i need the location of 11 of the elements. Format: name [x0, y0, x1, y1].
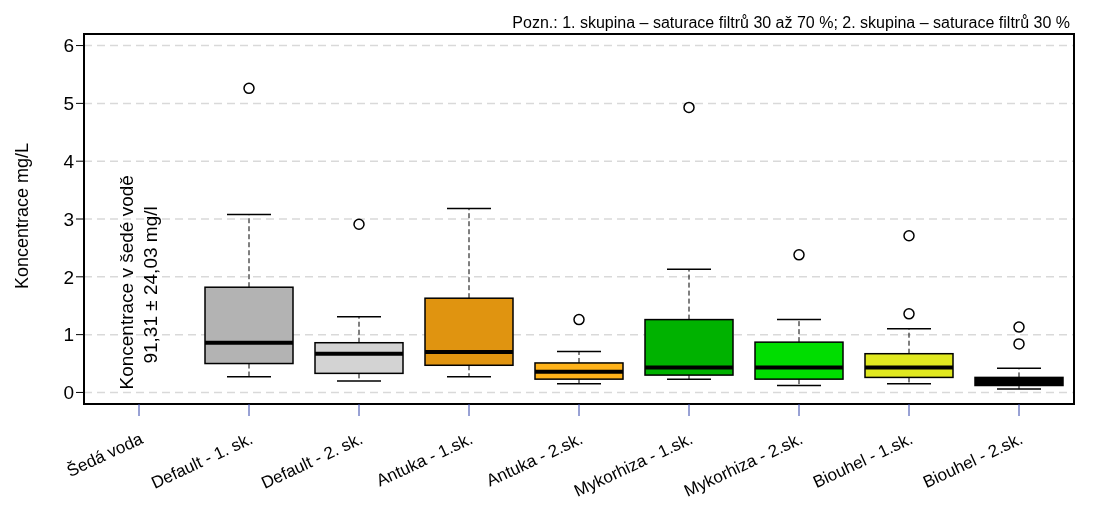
y-tick-label: 1	[63, 324, 74, 346]
y-axis-title: Koncentrace mg/L	[12, 142, 33, 289]
x-tick-label: Šedá voda	[64, 428, 147, 481]
y-tick-label: 0	[63, 382, 74, 404]
y-tick-label: 3	[63, 208, 74, 230]
y-tick-label: 6	[63, 35, 74, 57]
y-tick-label: 5	[63, 93, 74, 115]
annotation: Koncentrace v šedé vodě 91,31 ± 24,03 mg/l	[116, 175, 161, 390]
y-tick-label: 2	[63, 266, 74, 288]
y-tick-label: 4	[63, 150, 75, 172]
text: Pozn.: 1. skupina – saturace filtrů 30 až 70 %; 2. skupina – saturace filtrů 30 %	[512, 14, 1070, 31]
